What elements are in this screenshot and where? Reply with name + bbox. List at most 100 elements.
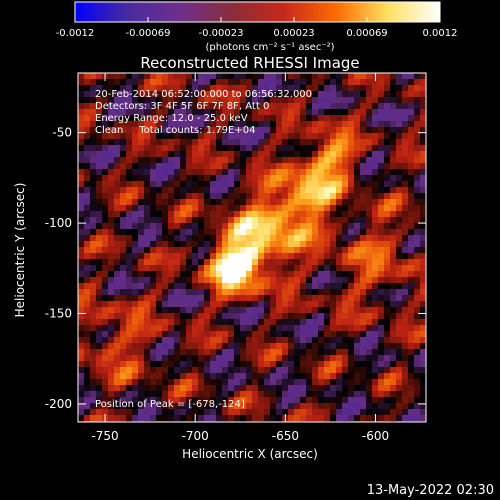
colorbar: -0.0012 -0.00069 -0.00023 0.00023 0.00069 0.0… (56, 1, 458, 53)
heatmap-cell (318, 313, 325, 320)
heatmap-cell (276, 91, 283, 98)
heatmap-cell (300, 133, 307, 140)
heatmap-cell (162, 259, 169, 266)
heatmap-cell (288, 331, 295, 338)
heatmap-cell (168, 391, 175, 398)
heatmap-cell (222, 283, 229, 290)
heatmap-cell (132, 361, 139, 368)
heatmap-cell (306, 121, 313, 128)
heatmap-cell (312, 157, 319, 164)
heatmap-cell (276, 193, 283, 200)
heatmap-cell (318, 319, 325, 326)
heatmap-cell (312, 121, 319, 128)
heatmap-cell (222, 277, 229, 284)
heatmap-cell (360, 79, 367, 86)
heatmap-cell (150, 343, 157, 350)
heatmap-cell (198, 391, 205, 398)
heatmap-cell (282, 163, 289, 170)
heatmap-cell (240, 373, 247, 380)
heatmap-cell (294, 181, 301, 188)
heatmap-cell (384, 115, 391, 122)
heatmap-cell (204, 271, 211, 278)
heatmap-cell (222, 307, 229, 314)
heatmap-cell (408, 181, 415, 188)
heatmap-cell (282, 265, 289, 272)
heatmap-cell (342, 295, 349, 302)
heatmap-cell (102, 139, 109, 146)
heatmap-cell (420, 223, 426, 230)
heatmap-cell (156, 139, 163, 146)
heatmap-cell (108, 265, 115, 272)
heatmap-cell (396, 79, 403, 86)
heatmap-cell (240, 103, 247, 110)
heatmap-cell (324, 85, 331, 92)
heatmap-cell (180, 193, 187, 200)
heatmap-cell (348, 343, 355, 350)
heatmap-cell (276, 187, 283, 194)
heatmap-cell (420, 229, 426, 236)
heatmap-cell (342, 187, 349, 194)
heatmap-cell (288, 283, 295, 290)
heatmap-cell (378, 367, 385, 374)
heatmap-cell (252, 181, 259, 188)
heatmap-cell (294, 283, 301, 290)
heatmap-cell (276, 97, 283, 104)
heatmap-cell (420, 283, 426, 290)
heatmap-cell (378, 295, 385, 302)
heatmap-cell (384, 289, 391, 296)
heatmap-cell (168, 151, 175, 158)
heatmap-cell (132, 403, 139, 410)
heatmap-cell (414, 235, 421, 242)
heatmap-cell (132, 319, 139, 326)
heatmap-cell (366, 337, 373, 344)
heatmap-cell (228, 109, 235, 116)
heatmap-cell (378, 391, 385, 398)
heatmap-cell (216, 235, 223, 242)
heatmap-cell (192, 127, 199, 134)
heatmap-cell (132, 379, 139, 386)
heatmap-cell (378, 325, 385, 332)
heatmap-cell (324, 181, 331, 188)
heatmap-cell (126, 169, 133, 176)
heatmap-cell (318, 397, 325, 404)
heatmap-cell (138, 97, 145, 104)
heatmap-cell (96, 109, 103, 116)
heatmap-cell (108, 169, 115, 176)
heatmap-cell (330, 391, 337, 398)
heatmap-cell (90, 241, 97, 248)
heatmap-cell (216, 397, 223, 404)
heatmap-cell (192, 115, 199, 122)
heatmap-cell (336, 97, 343, 104)
heatmap-cell (216, 247, 223, 254)
heatmap-cell (408, 253, 415, 260)
heatmap-cell (402, 73, 409, 80)
heatmap-cell (390, 283, 397, 290)
heatmap-cell (192, 349, 199, 356)
heatmap-cell (144, 259, 151, 266)
heatmap-cell (126, 103, 133, 110)
heatmap-cell (396, 127, 403, 134)
heatmap-cell (78, 145, 85, 152)
heatmap-cell (336, 283, 343, 290)
heatmap-cell (132, 151, 139, 158)
heatmap-cell (402, 205, 409, 212)
heatmap-cell (132, 295, 139, 302)
heatmap-cell (174, 103, 181, 110)
heatmap-cell (186, 79, 193, 86)
heatmap-cell (324, 211, 331, 218)
heatmap-cell (210, 175, 217, 182)
heatmap-cell (330, 199, 337, 206)
heatmap-cell (330, 193, 337, 200)
heatmap-cell (198, 307, 205, 314)
heatmap-cell (348, 397, 355, 404)
heatmap-cell (132, 169, 139, 176)
heatmap-cell (270, 115, 277, 122)
heatmap-cell (420, 163, 426, 170)
heatmap-cell (204, 277, 211, 284)
heatmap-cell (204, 79, 211, 86)
heatmap-cell (366, 199, 373, 206)
heatmap-cell (156, 205, 163, 212)
heatmap-cell (342, 385, 349, 392)
heatmap-cell (354, 157, 361, 164)
heatmap-cell (252, 283, 259, 290)
